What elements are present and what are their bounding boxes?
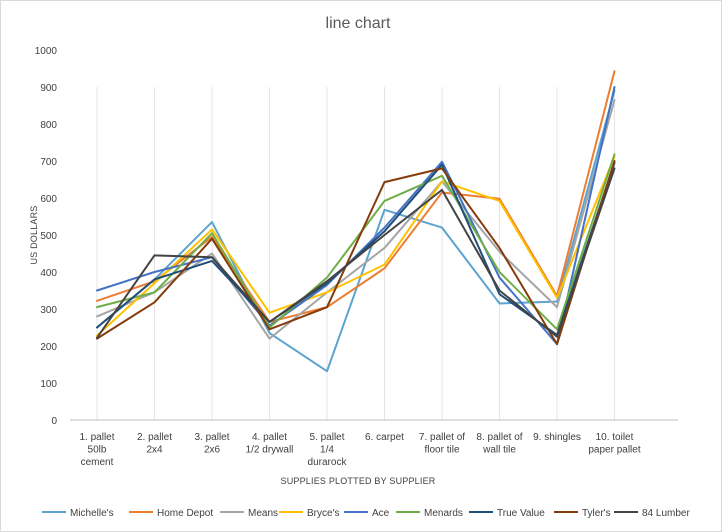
x-tick-label-line: 10. toilet bbox=[596, 432, 634, 443]
legend-label: True Value bbox=[497, 508, 545, 519]
y-axis-ticks: 0 100 200 300 400 500 600 700 800 900 1000 bbox=[35, 46, 58, 427]
series-line-3 bbox=[96, 98, 616, 340]
x-tick-label: 2. pallet 2x4 bbox=[137, 432, 172, 456]
x-tick-label: 5. pallet 1/4 durarock bbox=[308, 432, 348, 468]
y-tick-label: 600 bbox=[40, 194, 57, 205]
x-axis-title: SUPPLIES PLOTTED BY SUPPLIER bbox=[281, 476, 436, 486]
legend-item: Michelle's bbox=[42, 508, 114, 519]
series-line-2 bbox=[96, 70, 616, 323]
legend: Michelle's Home Depot Means Bryce's Ace Menar… bbox=[42, 508, 690, 519]
series-line-8 bbox=[96, 160, 616, 346]
x-tick-label-line: 6. carpet bbox=[365, 432, 404, 443]
legend-label: Michelle's bbox=[70, 508, 114, 519]
x-tick-label: 7. pallet of floor tile bbox=[419, 432, 465, 456]
legend-label: Bryce's bbox=[307, 508, 339, 519]
x-tick-label: 10. toilet paper pallet bbox=[588, 432, 640, 456]
chart-title: line chart bbox=[326, 15, 391, 32]
x-axis-ticks: 1. pallet 50lb cement 2. pallet 2x4 3. pallet… bbox=[79, 432, 640, 468]
y-tick-label: 500 bbox=[40, 231, 57, 242]
legend-item: Bryce's bbox=[279, 508, 339, 519]
x-tick-label-line: cement bbox=[81, 457, 114, 468]
series-line-1 bbox=[96, 89, 616, 373]
x-tick-label-line: 2. pallet bbox=[137, 432, 172, 443]
x-tick-label-line: paper pallet bbox=[588, 445, 640, 456]
x-tick-label: 3. pallet 2x6 bbox=[194, 432, 229, 456]
y-tick-label: 1000 bbox=[35, 46, 58, 57]
series-line-6 bbox=[96, 153, 616, 331]
x-tick-label: 9. shingles bbox=[533, 432, 581, 443]
x-tick-label-line: 5. pallet bbox=[309, 432, 344, 443]
x-tick-label-line: 1. pallet bbox=[79, 432, 114, 443]
legend-label: Means bbox=[248, 508, 278, 519]
x-tick-label-line: 2x6 bbox=[204, 445, 221, 456]
x-tick-label-line: 1/4 bbox=[320, 445, 334, 456]
legend-item: Means bbox=[220, 508, 278, 519]
y-tick-label: 700 bbox=[40, 157, 57, 168]
legend-item: 84 Lumber bbox=[614, 508, 690, 519]
y-tick-label: 0 bbox=[51, 416, 57, 427]
x-tick-label-line: 3. pallet bbox=[194, 432, 229, 443]
x-tick-label-line: durarock bbox=[308, 457, 348, 468]
x-tick-label-line: 4. pallet bbox=[252, 432, 287, 443]
x-tick-label: 6. carpet bbox=[365, 432, 404, 443]
y-tick-label: 800 bbox=[40, 120, 57, 131]
legend-item: Menards bbox=[396, 508, 463, 519]
x-tick-label: 4. pallet 1/2 drywall bbox=[246, 432, 294, 456]
y-tick-label: 300 bbox=[40, 305, 57, 316]
x-tick-label-line: 8. pallet of bbox=[476, 432, 522, 443]
y-tick-label: 400 bbox=[40, 268, 57, 279]
x-tick-label-line: wall tile bbox=[482, 445, 516, 456]
y-tick-label: 100 bbox=[40, 379, 57, 390]
legend-item: True Value bbox=[469, 508, 545, 519]
legend-label: Tyler's bbox=[582, 508, 611, 519]
legend-label: Ace bbox=[372, 508, 390, 519]
x-tick-label-line: 50lb bbox=[88, 445, 107, 456]
series-line-5 bbox=[96, 86, 616, 346]
legend-label: 84 Lumber bbox=[642, 508, 690, 519]
legend-item: Tyler's bbox=[554, 508, 611, 519]
series-line-9 bbox=[96, 167, 616, 339]
series-lines bbox=[96, 70, 616, 373]
x-tick-label-line: 1/2 drywall bbox=[246, 445, 294, 456]
y-tick-label: 200 bbox=[40, 342, 57, 353]
x-tick-label-line: floor tile bbox=[424, 445, 459, 456]
y-tick-label: 900 bbox=[40, 83, 57, 94]
grid bbox=[70, 87, 678, 421]
legend-item: Ace bbox=[344, 508, 390, 519]
legend-item: Home Depot bbox=[129, 508, 213, 519]
x-tick-label-line: 7. pallet of bbox=[419, 432, 465, 443]
x-tick-label-line: 9. shingles bbox=[533, 432, 581, 443]
y-axis-title: US DOLLARS bbox=[29, 205, 39, 264]
legend-label: Menards bbox=[424, 508, 463, 519]
legend-label: Home Depot bbox=[157, 508, 213, 519]
x-tick-label-line: 2x4 bbox=[146, 445, 163, 456]
x-tick-label: 8. pallet of wall tile bbox=[476, 432, 522, 456]
x-tick-label: 1. pallet 50lb cement bbox=[79, 432, 114, 468]
